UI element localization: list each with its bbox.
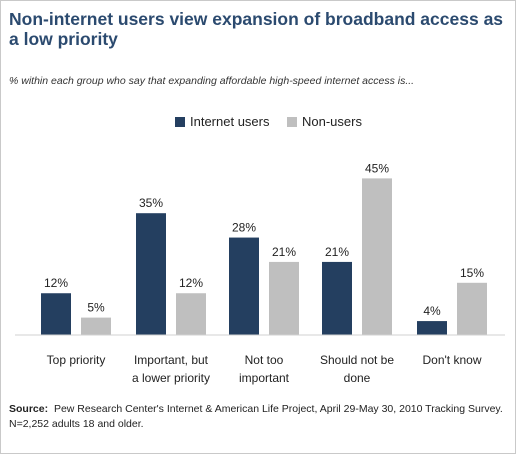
bar-non-users-1: [176, 293, 206, 335]
category-label-2-line-0: Not too: [245, 353, 284, 367]
data-label-internet-users-2: 28%: [232, 221, 256, 235]
source-text: Pew Research Center's Internet & America…: [9, 403, 503, 430]
category-label-1-line-1: a lower priority: [132, 371, 210, 385]
data-label-non-users-0: 5%: [87, 301, 105, 315]
legend-swatch-internet-users: [175, 116, 185, 127]
chart-title: Non-internet users view expansion of bro…: [9, 9, 504, 49]
category-label-3-line-1: done: [344, 371, 371, 385]
bar-non-users-3: [362, 178, 392, 335]
category-label-2-line-1: important: [239, 371, 290, 385]
legend-item-internet-users: Internet users: [175, 114, 270, 129]
data-label-internet-users-1: 35%: [139, 196, 163, 210]
category-labels-group: Top priority Important, but a lower priori…: [47, 353, 482, 385]
data-label-non-users-2: 21%: [272, 245, 296, 259]
category-label-3-line-0: Should not be: [320, 353, 394, 367]
bar-internet-users-3: [322, 261, 352, 335]
category-label-0-line-0: Top priority: [47, 353, 106, 367]
data-label-internet-users-0: 12%: [44, 276, 68, 290]
category-label-1-line-0: Important, but: [134, 353, 209, 367]
source-note: Source: Pew Research Center's Internet &…: [9, 402, 509, 432]
source-label: Source:: [9, 403, 49, 415]
bar-internet-users-0: [41, 293, 71, 335]
bar-internet-users-1: [136, 213, 166, 335]
data-label-non-users-3: 45%: [365, 161, 389, 175]
bar-internet-users-4: [417, 321, 447, 335]
bar-non-users-4: [457, 282, 487, 335]
data-label-non-users-4: 15%: [460, 266, 484, 280]
bar-internet-users-2: [229, 237, 259, 335]
category-label-4-line-0: Don't know: [423, 353, 482, 367]
legend-label-non-users: Non-users: [302, 114, 362, 129]
bar-non-users-0: [81, 317, 111, 335]
bar-non-users-2: [269, 261, 299, 335]
legend-swatch-non-users: [287, 116, 297, 127]
legend-item-non-users: Non-users: [287, 114, 362, 129]
bars-group: 12% 5% 35% 12% 28% 21% 21% 45% 4% 15%: [41, 161, 487, 335]
data-label-non-users-1: 12%: [179, 276, 203, 290]
data-label-internet-users-3: 21%: [325, 245, 349, 259]
bar-chart: 12% 5% 35% 12% 28% 21% 21% 45% 4% 15% Top priorit…: [15, 161, 505, 385]
legend-label-internet-users: Internet users: [190, 114, 270, 129]
data-label-internet-users-4: 4%: [423, 304, 441, 318]
chart-subtitle: % within each group who say that expandi…: [9, 75, 415, 87]
